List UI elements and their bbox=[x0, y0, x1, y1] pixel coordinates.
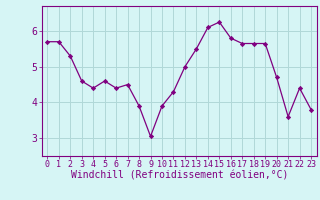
X-axis label: Windchill (Refroidissement éolien,°C): Windchill (Refroidissement éolien,°C) bbox=[70, 171, 288, 181]
